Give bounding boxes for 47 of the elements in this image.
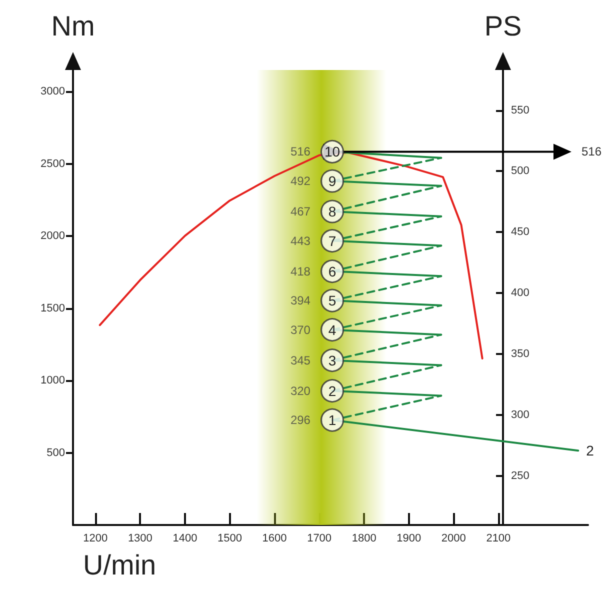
annotation: 8: [328, 204, 336, 220]
data-label: 516: [290, 144, 311, 159]
y2-tick-label: 300: [511, 409, 530, 422]
data-label: 443: [290, 234, 311, 248]
annotation: 7: [328, 232, 336, 249]
y2-tick-label: 450: [511, 226, 530, 238]
y2-tick-label: 500: [511, 165, 530, 178]
annotation: 2: [328, 382, 336, 399]
y-tick-label: 3000: [40, 86, 65, 98]
y2-tick-label: 350: [511, 348, 530, 360]
annotation: 2: [586, 442, 594, 459]
x-tick-label: 1500: [217, 532, 242, 544]
annotation: 3: [328, 352, 336, 368]
data-label: 492: [290, 174, 311, 188]
y-tick-label: 2000: [40, 230, 65, 242]
y-tick-label: 2500: [40, 158, 65, 170]
x-tick-label: 1400: [172, 532, 198, 544]
data-label: 370: [290, 322, 311, 337]
x-tick-label: 1600: [262, 532, 287, 544]
y2-tick-label: 550: [511, 104, 530, 116]
data-label: 345: [290, 353, 311, 368]
x-tick-label: 2000: [441, 532, 466, 544]
annotation: 9: [328, 173, 336, 190]
annotation: 6: [328, 263, 336, 280]
x-tick-label: 1900: [396, 532, 422, 544]
x-tick-label: 1300: [128, 532, 152, 544]
y-tick-label: 1500: [40, 302, 65, 314]
x-tick-label: 2100: [486, 532, 511, 544]
y-axis-title: Nm: [51, 10, 95, 42]
data-label: 418: [290, 264, 311, 278]
data-label: 296: [290, 413, 311, 428]
y2-axis-title: PS: [484, 10, 522, 42]
y-tick-label: 500: [46, 446, 65, 459]
annotation: 4: [328, 322, 336, 338]
annotation: 5: [328, 292, 336, 309]
x-axis-title: U/min: [83, 550, 156, 580]
y2-tick-label: 250: [511, 470, 530, 482]
x-tick-label: 1700: [307, 532, 332, 544]
data-label: 467: [290, 204, 311, 218]
x-tick-label: 1200: [83, 532, 108, 544]
data-label: 516: [581, 144, 602, 159]
y2-tick-label: 400: [511, 287, 530, 300]
data-label: 320: [290, 384, 311, 398]
data-label: 394: [290, 294, 311, 308]
annotation: 1: [328, 412, 336, 428]
x-tick-label: 1800: [352, 532, 376, 544]
y-tick-label: 1000: [40, 374, 65, 387]
